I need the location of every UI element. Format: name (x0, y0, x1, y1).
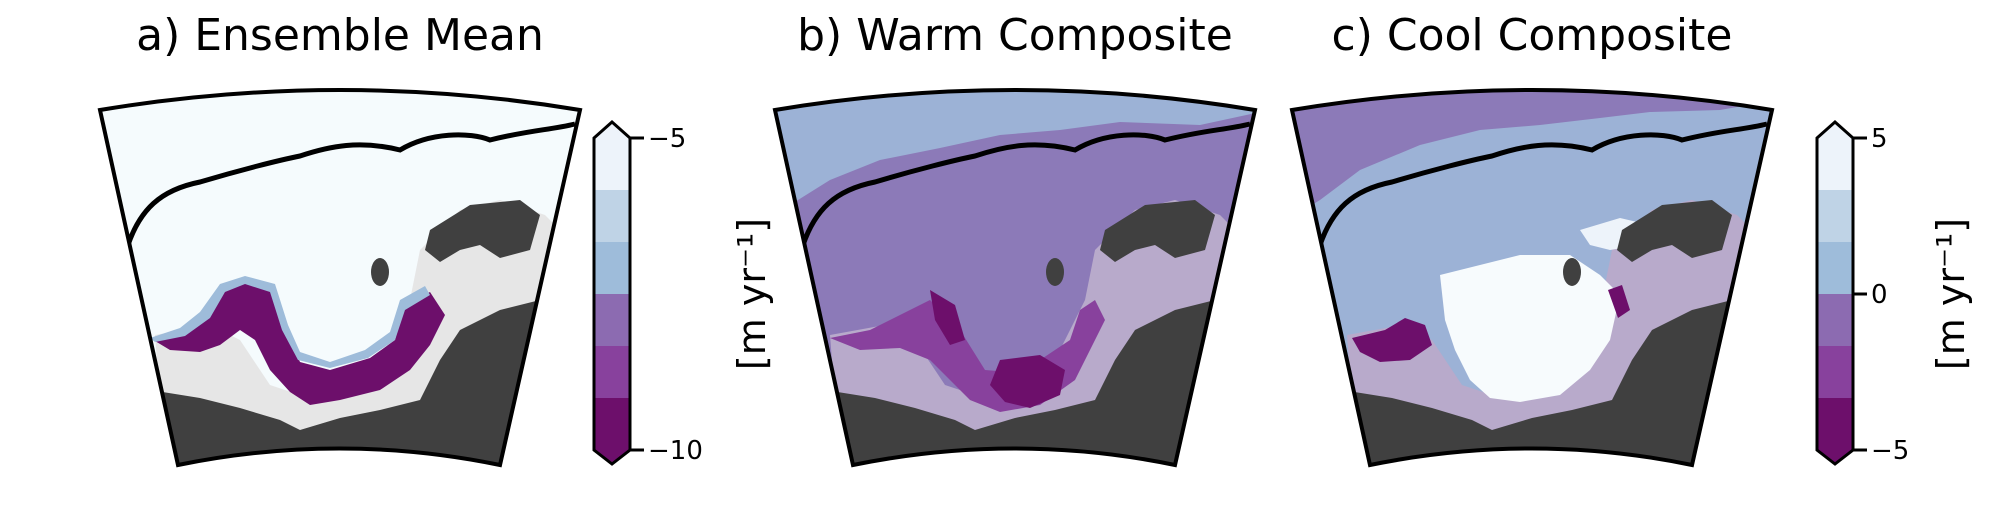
colorbar-tick-label: 5 (1871, 124, 1888, 154)
island (371, 258, 389, 286)
melt-zone-strong (1608, 285, 1630, 318)
island (1563, 258, 1581, 286)
colorbar-level (594, 138, 630, 190)
colorbar-tick-label: −10 (648, 436, 703, 466)
panel-c-frame (1289, 88, 1775, 468)
front-line (125, 121, 576, 246)
land (775, 240, 1255, 465)
panel-b-map (775, 90, 1255, 465)
panel-cool-composite: c) Cool Composite (1289, 10, 1775, 468)
colorbar-level (1817, 346, 1853, 398)
panel-c-title: c) Cool Composite (1332, 10, 1733, 61)
colorbar-units-label: [m yr⁻¹] (1929, 218, 1973, 370)
colorbar-bottom-extend (594, 450, 630, 464)
panel-b-frame (772, 88, 1258, 468)
panel-a-map (100, 90, 580, 465)
front-line (1317, 121, 1768, 246)
colorbar-ensemble-mean: −5 −10 [m yr⁻¹] (592, 119, 774, 466)
colorbar-level (1817, 294, 1853, 346)
colorbar-level (594, 346, 630, 398)
land (1292, 240, 1772, 465)
colorbar-tick-label: −5 (1871, 436, 1909, 466)
island (1046, 258, 1064, 286)
panel-a-title: a) Ensemble Mean (136, 10, 544, 61)
colorbar-top-extend (1817, 122, 1853, 138)
melt-band-strong (150, 282, 445, 405)
melt-band-edge (150, 276, 430, 368)
colorbar-composites: 5 0 −5 [m yr⁻¹] (1815, 119, 1973, 466)
melt-zone-strong (930, 290, 965, 345)
melt-zone-strong (1352, 318, 1432, 362)
colorbar-level (594, 242, 630, 294)
colorbar-bottom-extend (1817, 450, 1853, 464)
colorbar-level (1817, 398, 1853, 450)
front-line (800, 121, 1251, 246)
offshore-moderate-melt (1292, 90, 1772, 220)
colorbar-level (594, 190, 630, 242)
land-peninsula (425, 200, 540, 262)
grounded-ice (830, 200, 1235, 430)
colorbar-level (594, 398, 630, 450)
panel-warm-composite: b) Warm Composite (772, 10, 1258, 468)
colorbar-top-extend (594, 122, 630, 138)
panel-c-map (1292, 90, 1772, 465)
colorbar-level (594, 294, 630, 346)
colorbar-level (1817, 190, 1853, 242)
grounded-ice (155, 200, 560, 430)
colorbar-units-label: [m yr⁻¹] (730, 218, 774, 370)
land-peninsula (1100, 200, 1215, 262)
panel-a-frame (97, 88, 583, 468)
offshore-low-melt (775, 90, 1255, 230)
land-peninsula (1617, 200, 1732, 262)
land (100, 240, 580, 465)
colorbar-level (1817, 138, 1853, 190)
colorbar-tick-label: −5 (648, 124, 686, 154)
grounded-ice (1347, 200, 1752, 430)
panel-ensemble-mean: a) Ensemble Mean (97, 10, 583, 468)
near-zero-shelf (1440, 255, 1620, 402)
colorbar-tick-label: 0 (1871, 280, 1888, 310)
colorbar-level (1817, 242, 1853, 294)
panel-b-title: b) Warm Composite (797, 10, 1233, 61)
melt-zone-strong (990, 355, 1065, 408)
